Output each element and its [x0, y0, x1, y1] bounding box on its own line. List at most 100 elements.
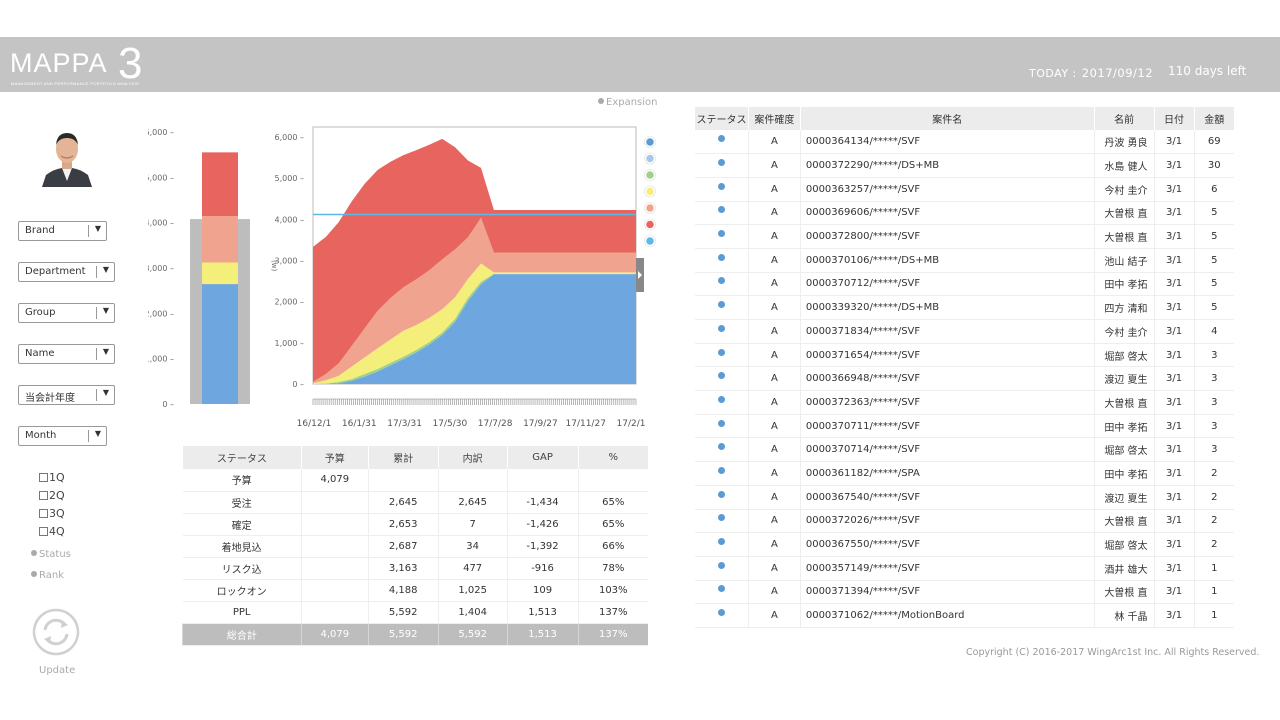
department-dropdown[interactable]: Department ▼	[18, 262, 115, 282]
summary-cell	[367, 469, 439, 492]
deal-owner: 林 千晶	[1093, 603, 1155, 628]
deal-status-cell	[694, 177, 749, 202]
deal-row[interactable]: A 0000372363/*****/SVF 大曽根 直 3/1 3	[694, 390, 1234, 415]
brand-dropdown[interactable]: Brand ▼	[18, 221, 107, 241]
deal-row[interactable]: A 0000361182/*****/SPA 田中 孝拓 3/1 2	[694, 461, 1234, 486]
summary-cell: 受注	[182, 491, 302, 514]
status-link[interactable]: Status	[31, 549, 71, 560]
deal-row[interactable]: A 0000367540/*****/SVF 渡辺 夏生 3/1 2	[694, 485, 1234, 510]
y-tick-label: 3,000 –	[275, 257, 304, 266]
deal-certainty: A	[747, 295, 801, 320]
deal-row[interactable]: A 0000372800/*****/SVF 大曽根 直 3/1 5	[694, 224, 1234, 249]
deal-name: 0000369606/*****/SVF	[799, 201, 1095, 226]
chevron-down-icon: ▼	[102, 388, 109, 397]
expansion-link[interactable]: Expansion	[598, 97, 658, 108]
deal-amount: 5	[1193, 272, 1234, 297]
summary-cell	[300, 601, 369, 624]
deal-status-cell	[694, 319, 749, 344]
quarter-label: 3Q	[49, 507, 65, 520]
deal-name: 0000372363/*****/SVF	[799, 390, 1095, 415]
legend-dot-ring	[644, 169, 656, 181]
deal-date: 3/1	[1153, 603, 1194, 628]
deal-row[interactable]: A 0000339320/*****/DS+MB 四方 清和 3/1 5	[694, 295, 1234, 320]
summary-total-cell: 5,592	[437, 623, 508, 646]
status-dot-icon	[717, 159, 725, 167]
deal-row[interactable]: A 0000369606/*****/SVF 大曽根 直 3/1 5	[694, 201, 1234, 226]
deal-date: 3/1	[1153, 485, 1194, 510]
deal-certainty: A	[747, 580, 801, 605]
summary-cell	[577, 469, 648, 492]
deal-certainty: A	[747, 201, 801, 226]
summary-cell: 4,188	[367, 579, 439, 602]
summary-total-row: 総合計 4,079 5,592 5,592 1,513 137%	[182, 623, 648, 646]
deal-certainty: A	[747, 248, 801, 273]
column-header: %	[577, 446, 648, 469]
group-dropdown[interactable]: Group ▼	[18, 303, 115, 323]
name-dropdown[interactable]: Name ▼	[18, 344, 115, 364]
deal-name: 0000372026/*****/SVF	[799, 509, 1095, 534]
deal-name: 0000370712/*****/SVF	[799, 272, 1095, 297]
quarter-checkbox-1q[interactable]: 1Q	[39, 471, 65, 484]
fiscal-year-dropdown[interactable]: 当会計年度 ▼	[18, 385, 115, 405]
deal-date: 3/1	[1153, 272, 1194, 297]
chevron-down-icon: ▼	[94, 429, 101, 438]
summary-row: 予算 4,079	[182, 469, 648, 492]
deal-row[interactable]: A 0000357149/*****/SVF 酒井 雄大 3/1 1	[694, 556, 1234, 581]
deal-row[interactable]: A 0000370714/*****/SVF 堀部 啓太 3/1 3	[694, 437, 1234, 463]
summary-cell	[437, 469, 508, 492]
deal-certainty: A	[747, 390, 801, 415]
deal-date: 3/1	[1153, 130, 1194, 155]
legend-dot-icon	[644, 219, 656, 230]
deal-status-cell	[694, 603, 749, 628]
deal-row[interactable]: A 0000372026/*****/SVF 大曽根 直 3/1 2	[694, 509, 1234, 534]
summary-row: PPL 5,592 1,404 1,513 137%	[182, 601, 648, 624]
deal-row[interactable]: A 0000370712/*****/SVF 田中 孝拓 3/1 5	[694, 272, 1234, 297]
deal-certainty: A	[747, 319, 801, 344]
quarter-checkbox-4q[interactable]: 4Q	[39, 525, 65, 538]
deal-amount: 3	[1193, 437, 1234, 463]
column-header: 案件名	[799, 107, 1095, 130]
deal-date: 3/1	[1153, 224, 1194, 249]
y-tick-label: 5,000 –	[275, 174, 304, 183]
rank-link-label: Rank	[39, 570, 64, 581]
chevron-down-icon: ▼	[102, 306, 109, 315]
month-dropdown[interactable]: Month ▼	[18, 426, 107, 446]
summary-cell: 予算	[182, 469, 302, 492]
summary-cell: 78%	[577, 557, 648, 580]
summary-cell: 1,513	[506, 601, 579, 624]
deal-date: 3/1	[1153, 580, 1194, 605]
deal-certainty: A	[747, 414, 801, 439]
deal-date: 3/1	[1153, 437, 1194, 463]
legend-dot-icon	[644, 202, 656, 214]
deal-row[interactable]: A 0000371394/*****/SVF 大曽根 直 3/1 1	[694, 580, 1234, 605]
deal-row[interactable]: A 0000371062/*****/MotionBoard 林 千晶 3/1 1	[694, 603, 1234, 628]
refresh-icon[interactable]	[32, 608, 80, 656]
deal-row[interactable]: A 0000366948/*****/SVF 渡辺 夏生 3/1 3	[694, 366, 1234, 392]
expansion-label: Expansion	[606, 97, 658, 108]
quarter-checkbox-2q[interactable]: 2Q	[39, 489, 65, 502]
status-link-label: Status	[39, 549, 71, 560]
y-tick-label: 1,000 –	[275, 339, 304, 348]
status-dot-icon	[717, 585, 725, 593]
rank-link[interactable]: Rank	[31, 570, 64, 581]
today-display: TODAY : 2017/09/12	[1029, 66, 1153, 80]
deal-name: 0000363257/*****/SVF	[799, 177, 1095, 202]
deal-row[interactable]: A 0000367550/*****/SVF 堀部 啓太 3/1 2	[694, 532, 1234, 557]
deal-row[interactable]: A 0000371654/*****/SVF 堀部 啓太 3/1 3	[694, 343, 1234, 368]
deal-owner: 大曽根 直	[1093, 509, 1155, 534]
status-dot-icon	[717, 466, 725, 474]
deal-certainty: A	[747, 485, 801, 510]
quarter-checkbox-3q[interactable]: 3Q	[39, 507, 65, 520]
summary-cell: 137%	[577, 601, 648, 624]
deal-row[interactable]: A 0000370711/*****/SVF 田中 孝拓 3/1 3	[694, 414, 1234, 439]
summary-cell: リスク込	[182, 557, 302, 580]
today-label: TODAY :	[1029, 67, 1077, 80]
deal-status-cell	[694, 461, 749, 486]
deal-amount: 3	[1193, 366, 1234, 392]
status-dot-icon	[717, 348, 725, 356]
deal-row[interactable]: A 0000364134/*****/SVF 丹波 勇良 3/1 69	[694, 130, 1234, 155]
deal-row[interactable]: A 0000372290/*****/DS+MB 水島 健人 3/1 30	[694, 153, 1234, 178]
deal-row[interactable]: A 0000370106/*****/DS+MB 池山 結子 3/1 5	[694, 248, 1234, 273]
deal-row[interactable]: A 0000363257/*****/SVF 今村 圭介 3/1 6	[694, 177, 1234, 202]
deal-row[interactable]: A 0000371834/*****/SVF 今村 圭介 3/1 4	[694, 319, 1234, 344]
